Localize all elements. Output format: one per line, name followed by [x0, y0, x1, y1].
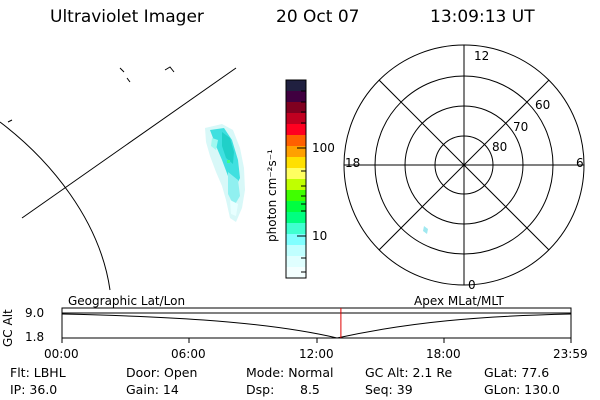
color-bar-cell [286, 190, 306, 202]
color-bar-cell [286, 179, 306, 191]
aurora-image [205, 124, 245, 222]
polar-diagonal [378, 79, 550, 251]
timeline-ticks [61, 338, 572, 343]
color-bar-cell [286, 168, 306, 180]
color-bar-cell [286, 245, 306, 257]
color-bar-cell [286, 234, 306, 246]
seq-info: Seq: 39 [365, 382, 413, 397]
geographic-caption: Geographic Lat/Lon [68, 294, 186, 308]
y-tick-9: 9.0 [25, 306, 45, 320]
ip-info: IP: 36.0 [10, 382, 58, 397]
polar-aurora-dot [423, 226, 428, 234]
dsp-value: 8.5 [300, 382, 320, 397]
apex-caption: Apex MLat/MLT [414, 294, 504, 308]
lat-label-60: 60 [535, 98, 551, 112]
x-tick-2359: 23:59 [553, 347, 588, 361]
color-bar-cell [286, 256, 306, 268]
colorbar-tick-100: 100 [312, 141, 335, 155]
color-bar-ticks [297, 90, 306, 273]
lat-label-70: 70 [513, 120, 529, 134]
color-bar-cell [286, 223, 306, 235]
geographic-map [0, 66, 237, 291]
coastline-fragment [7, 119, 13, 123]
lat-label-80: 80 [492, 140, 508, 154]
x-tick-0600: 06:00 [171, 347, 206, 361]
color-bar-cell [286, 91, 306, 103]
color-bar-cell [286, 267, 306, 279]
dsp-label: Dsp: [246, 382, 275, 397]
x-tick-1800: 18:00 [426, 347, 461, 361]
colorbar-tick-10: 10 [312, 229, 328, 243]
color-bar-cell [286, 80, 306, 92]
date-label: 20 Oct 07 [276, 7, 360, 27]
time-label: 13:09:13 UT [430, 7, 535, 27]
color-bar-cell [286, 201, 306, 213]
mlt-label-18: 18 [345, 156, 361, 170]
mode-info: Mode: Normal [246, 365, 334, 380]
color-bar-cell [286, 157, 306, 169]
x-tick-1200: 12:00 [299, 347, 334, 361]
mlt-label-0: 0 [468, 278, 476, 292]
color-bar-cell [286, 124, 306, 136]
latitude-circle [0, 121, 111, 291]
color-bar-cell [286, 135, 306, 147]
gc-alt-axis-label: GC Alt [1, 309, 15, 347]
longitude-line [21, 67, 237, 219]
gain-info: Gain: 14 [126, 382, 179, 397]
coastline-fragment [119, 66, 175, 83]
y-tick-1-8: 1.8 [25, 330, 45, 344]
color-bar-cell [286, 102, 306, 114]
color-bar-cell [286, 212, 306, 224]
door-info: Door: Open [126, 365, 198, 380]
glat-info: GLat: 77.6 [484, 365, 550, 380]
polar-dial [343, 44, 585, 286]
gc-alt-info: GC Alt: 2.1 Re [365, 365, 453, 380]
x-tick-0000: 00:00 [44, 347, 79, 361]
color-bar [286, 80, 306, 279]
mlt-label-12: 12 [474, 49, 490, 63]
instrument-title: Ultraviolet Imager [50, 7, 204, 27]
altitude-timeline [61, 307, 572, 343]
color-bar-cell [286, 113, 306, 125]
mlt-label-6: 6 [576, 156, 584, 170]
flt-info: Flt: LBHL [10, 365, 66, 380]
colorbar-unit-label: photon cm⁻²s⁻¹ [265, 149, 279, 242]
color-bar-frame [285, 79, 307, 279]
color-bar-cell [286, 146, 306, 158]
altitude-curve [61, 313, 572, 339]
glon-info: GLon: 130.0 [484, 382, 560, 397]
